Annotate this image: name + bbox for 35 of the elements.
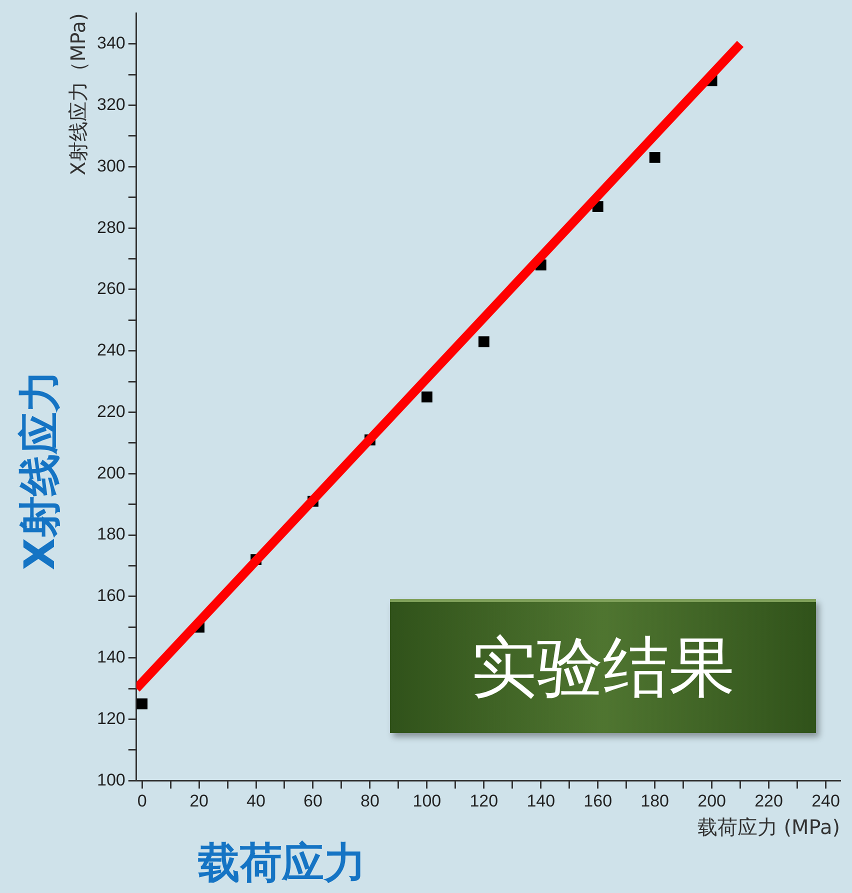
y-tick-label: 140: [96, 648, 126, 667]
x-tick-label: 60: [304, 791, 322, 810]
y-tick-label: 240: [96, 340, 126, 360]
y-tick-label: 220: [96, 402, 126, 421]
x-tick-label: 180: [640, 791, 670, 810]
x-tick-label: 0: [137, 791, 147, 810]
text: X射线应力: [15, 370, 64, 570]
y-tick-label: 340: [96, 34, 126, 53]
x-tick-label: 160: [584, 791, 612, 810]
y-tick-label: 300: [96, 156, 126, 176]
label-panel: 实验结果: [390, 599, 816, 733]
x-tick-label: 200: [698, 791, 726, 810]
point: [649, 152, 660, 163]
x-axis-title: 载荷应力 (MPa): [697, 815, 840, 840]
x-tick-label: 40: [246, 791, 266, 810]
y-tick-label: 160: [96, 586, 126, 606]
y-tick-label: 200: [96, 463, 126, 482]
point: [478, 336, 490, 348]
y-tick-label: 320: [96, 94, 126, 114]
y-axis-title: X射线应力（MPa): [66, 13, 90, 176]
x-tick-label: 120: [470, 791, 498, 810]
y-tick-label: 100: [96, 770, 126, 790]
x-tick-label: 80: [360, 791, 380, 810]
y-tick-label: 280: [96, 218, 126, 237]
point: [136, 698, 148, 710]
x-tick-label: 220: [754, 791, 783, 810]
y-tick-label: 180: [96, 524, 126, 544]
text: 载荷应力: [198, 838, 366, 887]
y-tick-label: 120: [96, 708, 126, 728]
y-tick-label: 260: [96, 279, 126, 298]
x-tick-label: 240: [812, 791, 840, 810]
point: [421, 391, 432, 402]
x-tick-label: 140: [526, 791, 556, 810]
x-tick-label: 20: [190, 791, 208, 810]
x-tick-label: 100: [412, 791, 442, 810]
